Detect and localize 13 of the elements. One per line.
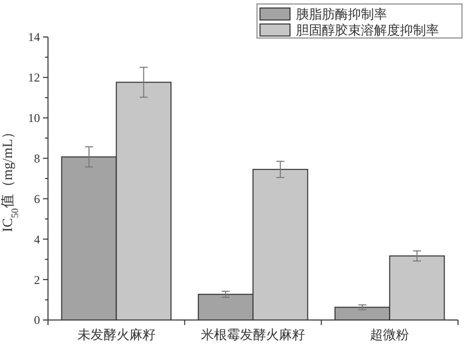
y-tick-label: 4 [34, 232, 40, 246]
x-tick-label: 超微粉 [370, 327, 410, 342]
y-tick-label: 10 [28, 111, 40, 126]
y-tick-label: 8 [34, 151, 40, 166]
y-tick-label: 14 [28, 30, 40, 44]
legend-label: 胆固醇胶束溶解度抑制率 [296, 22, 439, 38]
y-tick-label: 12 [28, 70, 40, 85]
legend-label: 胰脂肪酶抑制率 [296, 6, 387, 22]
x-tick-label: 米根霉发酵火麻籽 [201, 327, 305, 342]
x-tick-label: 未发酵火麻籽 [77, 327, 156, 342]
y-tick-label: 6 [34, 192, 40, 206]
y-tick-label: 0 [34, 313, 40, 328]
y-tick-label: 2 [34, 272, 40, 287]
